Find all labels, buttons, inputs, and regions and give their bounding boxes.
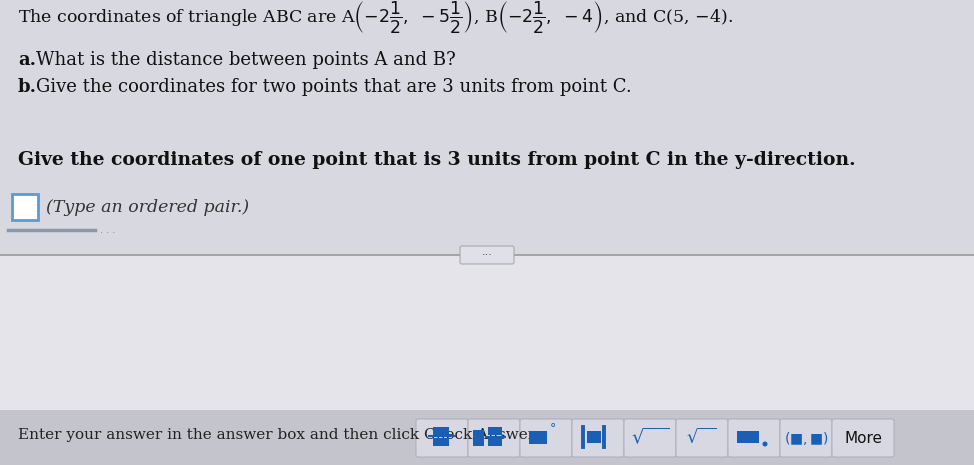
FancyBboxPatch shape (468, 419, 520, 457)
FancyBboxPatch shape (0, 0, 974, 255)
Bar (473, 430, 484, 446)
Text: $\sqrt{\ \ \ }$: $\sqrt{\ \ \ }$ (631, 426, 669, 447)
Bar (488, 438, 502, 446)
Text: More: More (844, 431, 882, 445)
FancyBboxPatch shape (12, 194, 38, 220)
Bar (737, 431, 759, 443)
Circle shape (763, 441, 768, 446)
FancyBboxPatch shape (728, 419, 780, 457)
Bar (529, 431, 547, 444)
Bar (433, 438, 449, 446)
Text: a.: a. (18, 51, 36, 69)
Text: °: ° (549, 423, 556, 436)
Text: Enter your answer in the answer box and then click Check Answer.: Enter your answer in the answer box and … (18, 428, 539, 442)
Text: (Type an ordered pair.): (Type an ordered pair.) (46, 199, 249, 215)
Text: $\sqrt[\ ]{\ \ }$: $\sqrt[\ ]{\ \ }$ (688, 427, 717, 447)
FancyBboxPatch shape (0, 410, 974, 465)
FancyBboxPatch shape (416, 419, 468, 457)
FancyBboxPatch shape (780, 419, 832, 457)
Bar (587, 431, 601, 443)
FancyBboxPatch shape (0, 255, 974, 410)
FancyBboxPatch shape (624, 419, 676, 457)
FancyBboxPatch shape (676, 419, 728, 457)
FancyBboxPatch shape (832, 419, 894, 457)
Text: . . .: . . . (100, 225, 115, 235)
Text: $(\blacksquare,\blacksquare)$: $(\blacksquare,\blacksquare)$ (783, 430, 829, 446)
Bar (488, 427, 502, 435)
FancyBboxPatch shape (460, 246, 514, 264)
Text: What is the distance between points A and B?: What is the distance between points A an… (36, 51, 456, 69)
Bar (433, 427, 449, 435)
Text: Give the coordinates for two points that are 3 units from point C.: Give the coordinates for two points that… (36, 78, 632, 96)
Text: b.: b. (18, 78, 37, 96)
Text: Give the coordinates of one point that is 3 units from point C in the y-directio: Give the coordinates of one point that i… (18, 151, 855, 169)
Text: ···: ··· (481, 250, 493, 260)
Text: The coordinates of triangle ABC are A$\left(-2\dfrac{1}{2},\ -5\dfrac{1}{2}\righ: The coordinates of triangle ABC are A$\l… (18, 0, 732, 35)
FancyBboxPatch shape (572, 419, 624, 457)
FancyBboxPatch shape (520, 419, 572, 457)
